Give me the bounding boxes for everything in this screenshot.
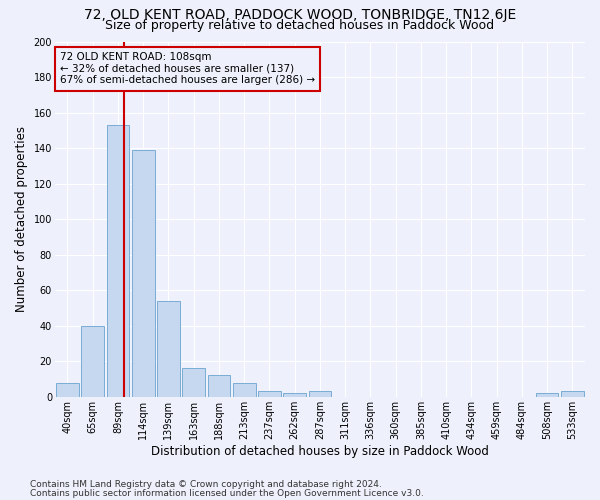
Text: 72, OLD KENT ROAD, PADDOCK WOOD, TONBRIDGE, TN12 6JE: 72, OLD KENT ROAD, PADDOCK WOOD, TONBRID…: [84, 8, 516, 22]
Text: Size of property relative to detached houses in Paddock Wood: Size of property relative to detached ho…: [106, 18, 494, 32]
Bar: [308, 392, 331, 397]
Text: Contains public sector information licensed under the Open Government Licence v3: Contains public sector information licen…: [30, 488, 424, 498]
Bar: [182, 368, 205, 397]
Bar: [157, 301, 180, 397]
Bar: [132, 150, 155, 397]
Text: 72 OLD KENT ROAD: 108sqm
← 32% of detached houses are smaller (137)
67% of semi-: 72 OLD KENT ROAD: 108sqm ← 32% of detach…: [60, 52, 315, 86]
Bar: [283, 393, 306, 397]
Bar: [107, 125, 130, 397]
Bar: [56, 382, 79, 397]
Bar: [561, 392, 584, 397]
X-axis label: Distribution of detached houses by size in Paddock Wood: Distribution of detached houses by size …: [151, 444, 489, 458]
Y-axis label: Number of detached properties: Number of detached properties: [15, 126, 28, 312]
Bar: [258, 392, 281, 397]
Bar: [536, 393, 559, 397]
Bar: [82, 326, 104, 397]
Bar: [233, 382, 256, 397]
Bar: [208, 376, 230, 397]
Text: Contains HM Land Registry data © Crown copyright and database right 2024.: Contains HM Land Registry data © Crown c…: [30, 480, 382, 489]
